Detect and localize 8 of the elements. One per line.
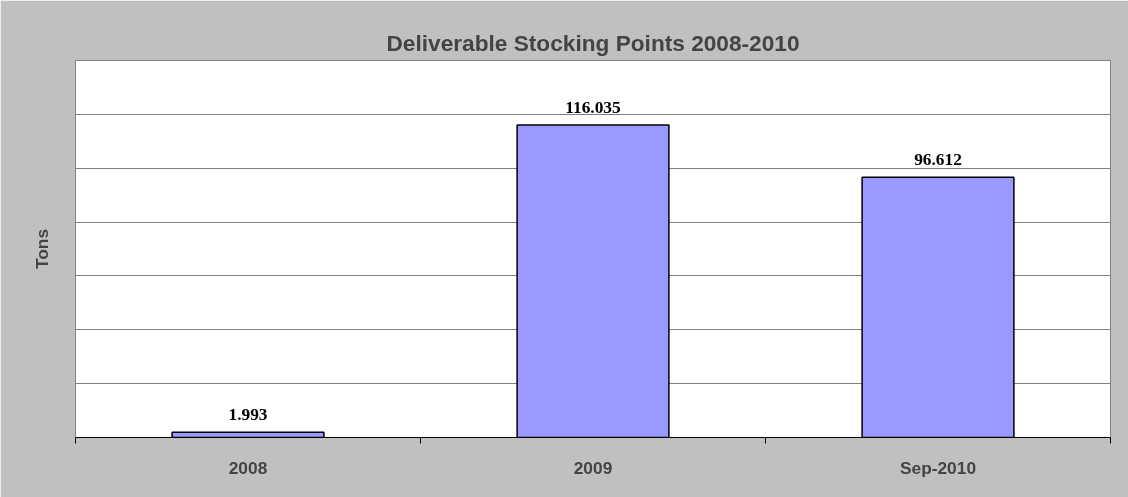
y-axis-title: Tons <box>31 228 52 270</box>
x-tick-label: Sep-2010 <box>899 457 977 478</box>
data-label: 116.035 <box>565 98 622 118</box>
data-label: 96.612 <box>914 150 962 170</box>
chart-title: Deliverable Stocking Points 2008-2010 <box>386 29 800 56</box>
x-tick-label: 2008 <box>228 457 268 478</box>
data-label: 1.993 <box>228 405 268 425</box>
x-tick-label: 2009 <box>573 457 613 478</box>
